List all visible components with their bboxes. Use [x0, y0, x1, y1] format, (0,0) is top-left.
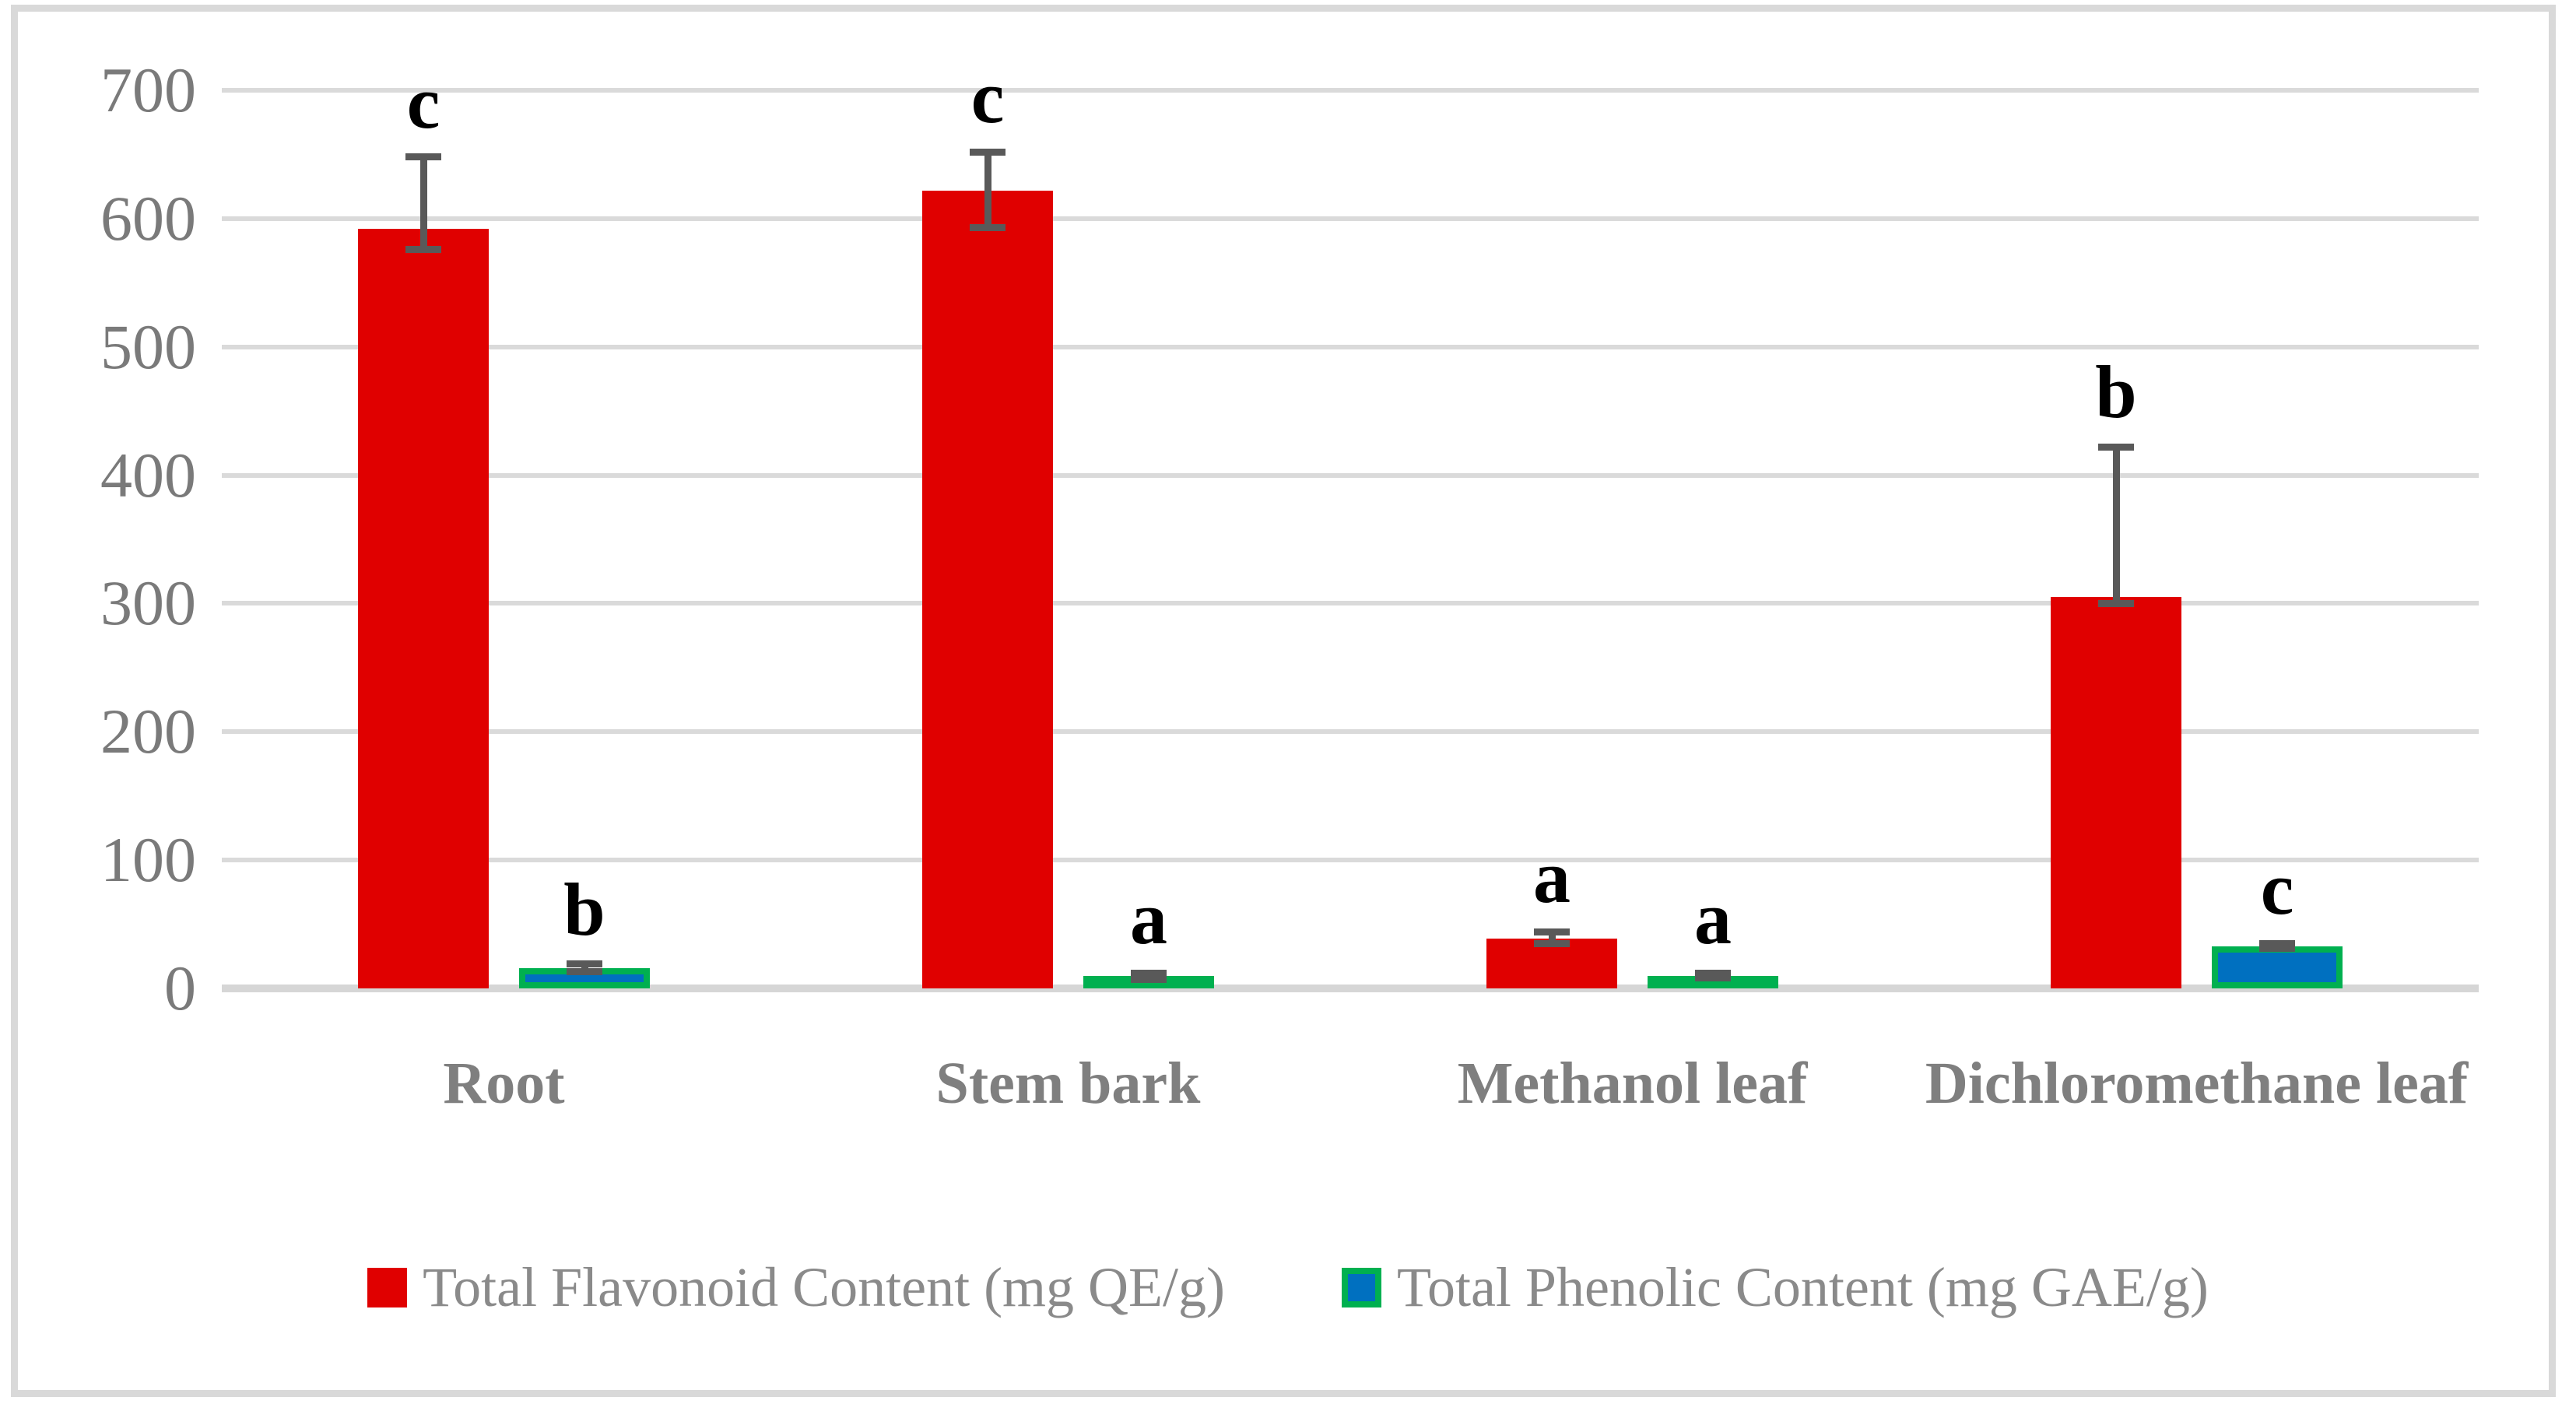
error-bar-bottom-cap-phenolic-stem-bark — [1131, 975, 1167, 983]
bar-flavonoid-stem-bark — [922, 190, 1053, 988]
legend-item-phenolic: Total Phenolic Content (mg GAE/g) — [1342, 1259, 2209, 1315]
error-bar-bottom-cap-flavonoid-dichloromethane-leaf — [2098, 599, 2134, 607]
error-bar-line-flavonoid-root — [419, 156, 427, 250]
gridline-300 — [222, 601, 2479, 606]
bar-flavonoid-dichloromethane-leaf — [2051, 597, 2181, 988]
error-bar-top-cap-phenolic-dichloromethane-leaf — [2259, 939, 2295, 947]
error-bar-line-phenolic-root — [581, 963, 588, 972]
y-tick-label-600: 600 — [100, 182, 196, 254]
gridline-700 — [222, 88, 2479, 93]
x-axis-label-stem-bark: Stem bark — [935, 1051, 1201, 1116]
gridline-500 — [222, 344, 2479, 349]
error-bar-line-flavonoid-dichloromethane-leaf — [2112, 447, 2120, 604]
x-axis-label-methanol-leaf: Methanol leaf — [1457, 1051, 1808, 1116]
x-axis-label-dichloromethane-leaf: Dichloromethane leaf — [1925, 1051, 2469, 1116]
error-bar-top-cap-flavonoid-dichloromethane-leaf — [2098, 443, 2134, 451]
error-bar-top-cap-phenolic-stem-bark — [1131, 969, 1167, 977]
error-bar-top-cap-phenolic-methanol-leaf — [1695, 969, 1731, 977]
error-bar-bottom-cap-flavonoid-methanol-leaf — [1534, 939, 1570, 947]
y-tick-label-0: 0 — [164, 953, 196, 1023]
y-tick-label-700: 700 — [100, 54, 196, 125]
significance-letter-flavonoid-stem-bark: c — [970, 55, 1005, 139]
error-bar-bottom-cap-phenolic-root — [567, 968, 602, 976]
legend-label-phenolic: Total Phenolic Content (mg GAE/g) — [1397, 1256, 2209, 1318]
y-tick-label-100: 100 — [100, 824, 196, 896]
legend: Total Flavonoid Content (mg QE/g) Total … — [0, 1251, 2576, 1323]
gridline-100 — [222, 858, 2479, 863]
y-tick-label-500: 500 — [100, 311, 196, 382]
significance-letter-phenolic-methanol-leaf: a — [1694, 876, 1732, 960]
error-bar-bottom-cap-flavonoid-stem-bark — [970, 223, 1005, 231]
error-bar-top-cap-flavonoid-root — [405, 153, 441, 161]
gridline-200 — [222, 729, 2479, 735]
legend-label-flavonoid: Total Flavonoid Content (mg QE/g) — [423, 1256, 1226, 1318]
x-axis-label-root: Root — [443, 1051, 565, 1116]
significance-letter-phenolic-stem-bark: a — [1130, 876, 1167, 960]
gridline-400 — [222, 472, 2479, 478]
significance-letter-flavonoid-dichloromethane-leaf: b — [2095, 350, 2137, 434]
phenolic-series-swatch-icon — [1342, 1267, 1382, 1307]
flavonoid-series-swatch-icon — [367, 1267, 408, 1307]
error-bar-bottom-cap-flavonoid-root — [405, 245, 441, 253]
y-tick-label-400: 400 — [100, 439, 196, 511]
legend-item-flavonoid: Total Flavonoid Content (mg QE/g) — [367, 1259, 1225, 1315]
error-bar-bottom-cap-phenolic-methanol-leaf — [1695, 974, 1731, 982]
significance-letter-flavonoid-methanol-leaf: a — [1533, 835, 1571, 919]
y-tick-label-200: 200 — [100, 696, 196, 767]
error-bar-line-flavonoid-stem-bark — [984, 152, 991, 228]
error-bar-top-cap-flavonoid-methanol-leaf — [1534, 928, 1570, 935]
bar-phenolic-dichloromethane-leaf — [2212, 946, 2343, 988]
significance-letter-flavonoid-root: c — [406, 60, 440, 144]
x-axis-line — [222, 985, 2479, 992]
error-bar-line-flavonoid-methanol-leaf — [1548, 932, 1556, 944]
error-bar-top-cap-phenolic-root — [567, 960, 602, 968]
y-tick-label-300: 300 — [100, 567, 196, 639]
significance-letter-phenolic-dichloromethane-leaf: c — [2260, 847, 2294, 931]
bar-flavonoid-root — [358, 229, 489, 988]
significance-letter-phenolic-root: b — [563, 867, 605, 951]
gridline-600 — [222, 216, 2479, 221]
error-bar-top-cap-flavonoid-stem-bark — [970, 148, 1005, 156]
error-bar-bottom-cap-phenolic-dichloromethane-leaf — [2259, 945, 2295, 953]
